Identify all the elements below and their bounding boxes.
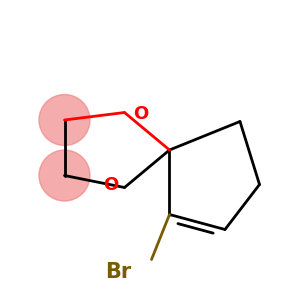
Text: Br: Br [105, 262, 132, 281]
Circle shape [39, 150, 90, 201]
Text: O: O [134, 105, 148, 123]
Circle shape [39, 94, 90, 146]
Text: O: O [103, 176, 118, 194]
